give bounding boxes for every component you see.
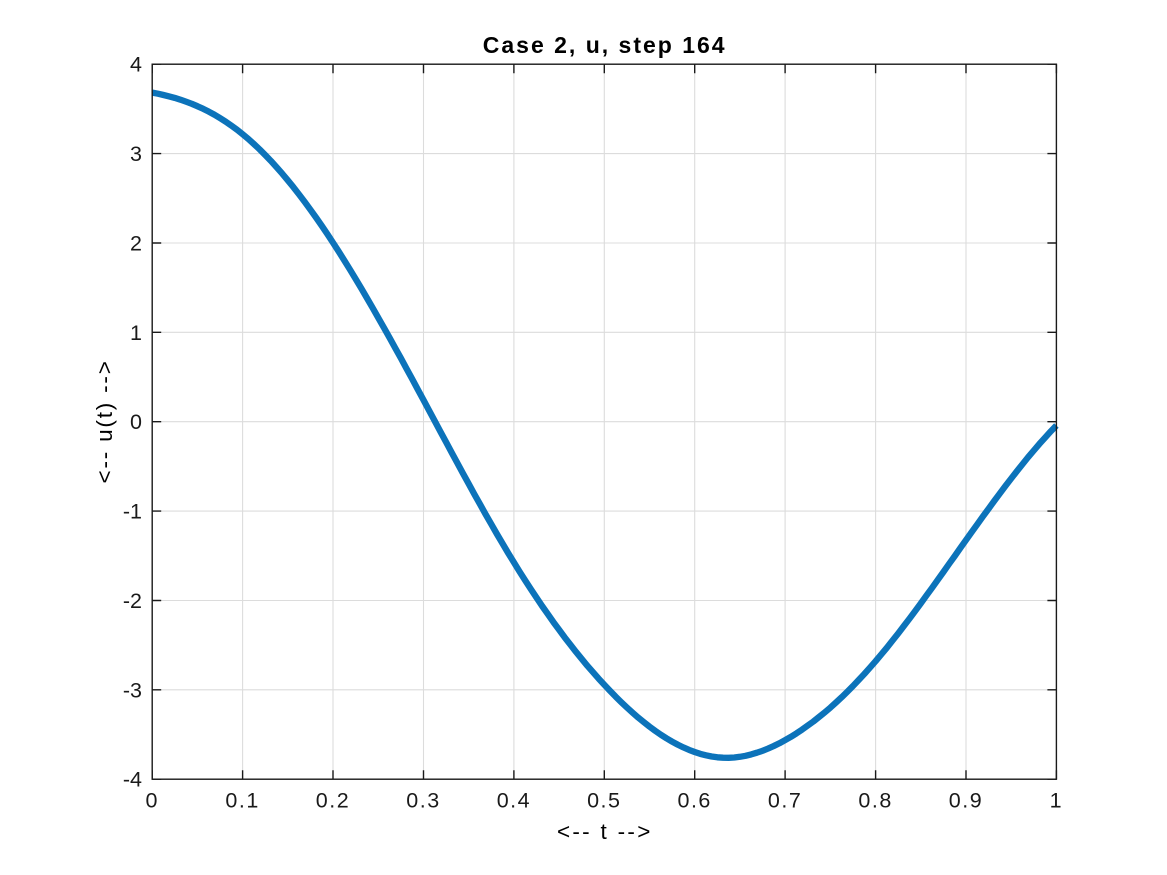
svg-text:0.1: 0.1 [225,789,259,813]
svg-text:0.9: 0.9 [949,789,983,813]
svg-text:1: 1 [130,321,142,345]
svg-text:0.3: 0.3 [406,789,440,813]
svg-text:1: 1 [1050,789,1063,813]
svg-text:Case 2, u, step 164: Case 2, u, step 164 [483,32,727,58]
svg-text:0.4: 0.4 [497,789,531,813]
svg-text:4: 4 [130,53,142,77]
svg-text:-1: -1 [123,500,142,524]
svg-text:0.6: 0.6 [678,789,712,813]
svg-text:<-- t -->: <-- t --> [557,819,653,844]
svg-text:-3: -3 [123,678,142,702]
svg-text:2: 2 [130,232,142,256]
svg-text:<-- u(t) -->: <-- u(t) --> [92,359,117,483]
svg-text:3: 3 [130,142,142,166]
svg-text:0.8: 0.8 [858,789,892,813]
svg-text:0: 0 [130,410,142,434]
svg-text:0: 0 [145,789,158,813]
svg-text:0.5: 0.5 [587,789,621,813]
svg-text:0.2: 0.2 [316,789,350,813]
svg-text:0.7: 0.7 [768,789,802,813]
svg-text:-4: -4 [123,768,142,792]
svg-text:-2: -2 [123,589,142,613]
